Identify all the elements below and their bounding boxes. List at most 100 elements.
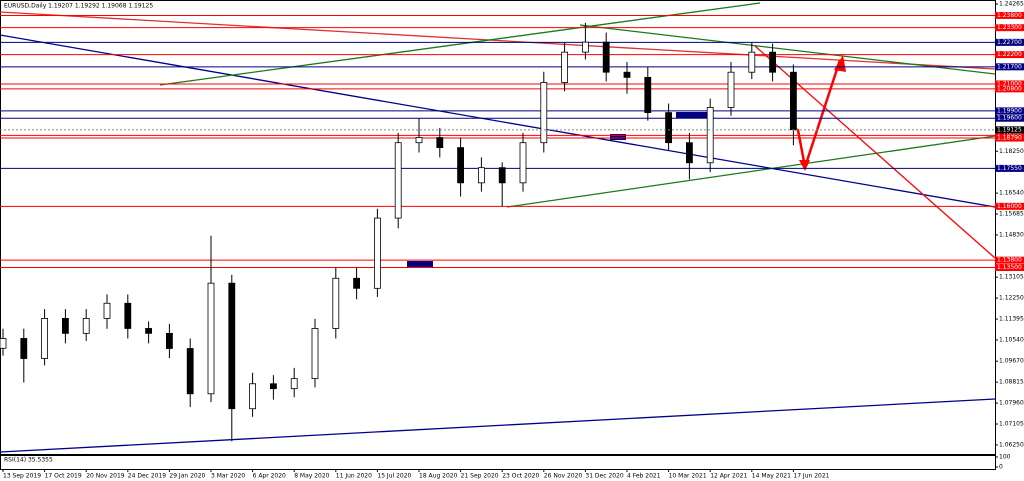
arrow-head bbox=[799, 160, 810, 171]
x-tick-label: 18 Aug 2020 bbox=[419, 473, 458, 480]
rsi-label: RSI(14) 35.5355 bbox=[4, 457, 53, 464]
level-label-box bbox=[995, 85, 1024, 93]
candle-body bbox=[457, 147, 465, 184]
current-price-label: 1.19125 bbox=[997, 126, 1022, 133]
x-tick-label: 14 May 2021 bbox=[752, 473, 791, 480]
candle-body bbox=[665, 112, 672, 144]
y-tick-label: 1.07105 bbox=[999, 421, 1024, 428]
level-label: 1.20800 bbox=[997, 85, 1022, 92]
level-label: 1.19600 bbox=[997, 115, 1022, 122]
candle-body bbox=[311, 328, 319, 380]
candle-body bbox=[165, 332, 173, 349]
y-tick-label: 1.14830 bbox=[999, 231, 1024, 238]
level-label-box bbox=[995, 202, 1024, 210]
level-label: 1.21000 bbox=[997, 80, 1022, 87]
rsi-tick-label: 100 bbox=[999, 454, 1011, 461]
y-tick-label: 1.15685 bbox=[999, 211, 1024, 218]
x-tick-label: 23 Oct 2020 bbox=[502, 473, 539, 480]
candle-body bbox=[124, 302, 132, 329]
x-tick-label: 21 Sep 2020 bbox=[461, 473, 499, 480]
plot-frame bbox=[0, 0, 996, 455]
candle-body bbox=[769, 51, 776, 73]
x-tick-label: 15 Jul 2020 bbox=[377, 473, 411, 480]
y-tick-label: 1.06250 bbox=[999, 441, 1024, 448]
candle-body bbox=[623, 71, 631, 78]
level-label-box bbox=[995, 114, 1024, 122]
level-label-box bbox=[995, 264, 1024, 272]
candle-body bbox=[269, 383, 277, 390]
level-label: 1.13800 bbox=[997, 257, 1022, 264]
candle-body bbox=[436, 137, 444, 148]
level-label-box bbox=[995, 134, 1024, 142]
trend-line bbox=[506, 135, 996, 208]
candle-body bbox=[582, 41, 589, 53]
level-label: 1.22200 bbox=[997, 51, 1022, 58]
level-label: 1.18790 bbox=[997, 135, 1022, 142]
candle-body bbox=[228, 282, 236, 410]
x-tick-label: 20 Nov 2019 bbox=[86, 473, 125, 480]
candle-body bbox=[103, 302, 111, 319]
x-tick-label: 11 Jun 2020 bbox=[336, 473, 372, 480]
x-tick-label: 8 May 2020 bbox=[294, 473, 329, 480]
level-label: 1.13500 bbox=[997, 264, 1022, 271]
candle-body bbox=[540, 82, 548, 144]
current-price-box bbox=[995, 126, 1024, 134]
level-label-box bbox=[995, 51, 1024, 59]
level-label: 1.23300 bbox=[997, 24, 1022, 31]
y-tick-label: 1.09670 bbox=[999, 358, 1024, 365]
trend-line bbox=[159, 2, 761, 86]
x-tick-label: 4 Feb 2021 bbox=[627, 473, 661, 480]
y-tick-label: 1.12250 bbox=[999, 295, 1024, 302]
candle-body bbox=[790, 71, 797, 131]
rsi-frame bbox=[0, 455, 996, 470]
candle-body bbox=[644, 76, 652, 113]
x-tick-label: 29 Jan 2020 bbox=[169, 473, 205, 480]
rsi-tick-label: 0 bbox=[999, 464, 1003, 471]
candle-body bbox=[519, 142, 527, 184]
candle-body bbox=[0, 338, 7, 349]
level-label-box bbox=[995, 107, 1024, 115]
x-tick-label: 6 Apr 2020 bbox=[253, 473, 286, 480]
y-tick-label: 1.16540 bbox=[999, 190, 1024, 197]
x-tick-label: 24 Dec 2019 bbox=[128, 473, 167, 480]
candle-body bbox=[145, 328, 153, 334]
x-tick-label: 26 Nov 2020 bbox=[544, 473, 583, 480]
candle-body bbox=[498, 167, 506, 184]
arrow-head bbox=[834, 55, 846, 72]
trend-line bbox=[579, 24, 996, 75]
x-tick-label: 13 Sep 2019 bbox=[3, 473, 41, 480]
level-label-box bbox=[995, 24, 1024, 32]
level-label: 1.19900 bbox=[997, 107, 1022, 114]
level-label: 1.22700 bbox=[997, 39, 1022, 46]
candle-body bbox=[62, 318, 69, 334]
candle-body bbox=[207, 282, 215, 395]
x-tick-label: 31 Dec 2020 bbox=[585, 473, 624, 480]
x-tick-label: 17 Jun 2021 bbox=[793, 473, 829, 480]
level-label-box bbox=[995, 11, 1024, 19]
candle-body bbox=[41, 318, 48, 359]
candle-body bbox=[290, 378, 298, 390]
level-label-box bbox=[995, 63, 1024, 71]
y-tick-label: 1.24265 bbox=[999, 1, 1024, 8]
trend-line bbox=[0, 11, 996, 70]
level-label: 1.16000 bbox=[997, 203, 1022, 210]
zone-box bbox=[610, 134, 626, 140]
chart-title: EURUSD,Daily 1.19207 1.19292 1.19068 1.1… bbox=[4, 3, 153, 10]
candle-body bbox=[748, 51, 756, 73]
candle-body bbox=[394, 142, 402, 219]
trend-line bbox=[0, 398, 996, 453]
x-tick-label: 17 Oct 2019 bbox=[45, 473, 82, 480]
level-label-box bbox=[995, 80, 1024, 88]
y-tick-label: 1.18250 bbox=[999, 148, 1024, 155]
level-label-box bbox=[995, 256, 1024, 264]
candle-body bbox=[20, 338, 28, 359]
candle-body bbox=[249, 383, 257, 410]
y-tick-label: 1.07960 bbox=[999, 400, 1024, 407]
zone-box bbox=[676, 112, 708, 118]
candle-body bbox=[332, 277, 340, 329]
y-tick-label: 1.11395 bbox=[999, 316, 1024, 323]
x-tick-label: 10 Mar 2021 bbox=[669, 473, 707, 480]
level-label-box bbox=[995, 38, 1024, 46]
level-label: 1.17550 bbox=[997, 165, 1022, 172]
